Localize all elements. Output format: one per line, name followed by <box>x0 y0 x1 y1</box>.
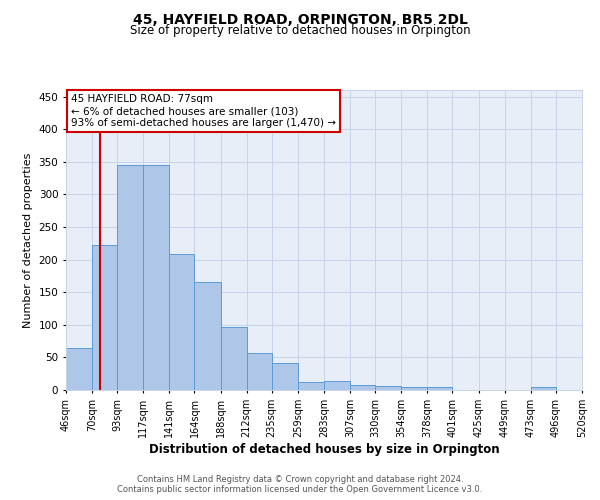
Bar <box>375 386 401 390</box>
Bar <box>66 348 92 390</box>
Bar <box>117 165 143 390</box>
Bar <box>194 282 221 390</box>
Bar <box>247 353 272 390</box>
Bar <box>531 388 556 390</box>
Text: Distribution of detached houses by size in Orpington: Distribution of detached houses by size … <box>149 442 499 456</box>
Bar <box>324 381 350 390</box>
Bar <box>401 388 427 390</box>
Bar <box>92 245 117 390</box>
Text: Contains HM Land Registry data © Crown copyright and database right 2024.
Contai: Contains HM Land Registry data © Crown c… <box>118 474 482 494</box>
Bar <box>272 362 298 390</box>
Bar <box>427 386 452 390</box>
Bar <box>169 254 194 390</box>
Text: 45, HAYFIELD ROAD, ORPINGTON, BR5 2DL: 45, HAYFIELD ROAD, ORPINGTON, BR5 2DL <box>133 12 467 26</box>
Text: Size of property relative to detached houses in Orpington: Size of property relative to detached ho… <box>130 24 470 37</box>
Bar <box>221 326 247 390</box>
Bar <box>143 165 169 390</box>
Y-axis label: Number of detached properties: Number of detached properties <box>23 152 33 328</box>
Bar <box>350 386 375 390</box>
Text: 45 HAYFIELD ROAD: 77sqm
← 6% of detached houses are smaller (103)
93% of semi-de: 45 HAYFIELD ROAD: 77sqm ← 6% of detached… <box>71 94 336 128</box>
Bar <box>298 382 324 390</box>
